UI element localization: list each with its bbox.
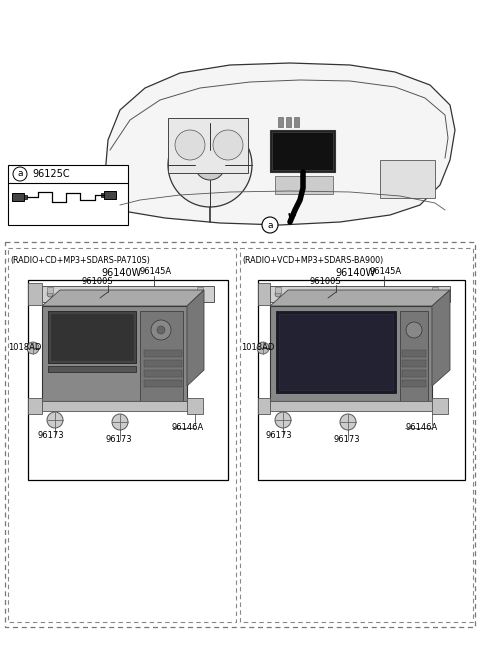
Bar <box>294 117 299 127</box>
Polygon shape <box>187 290 204 386</box>
Bar <box>258 398 270 414</box>
Bar <box>270 286 450 302</box>
Text: 96100S: 96100S <box>82 277 114 287</box>
Bar <box>144 350 182 357</box>
Bar <box>42 286 214 302</box>
Bar <box>286 117 291 127</box>
Polygon shape <box>270 290 450 306</box>
Bar <box>276 311 396 393</box>
Bar <box>400 311 428 401</box>
Bar <box>104 191 116 199</box>
Bar <box>187 398 203 414</box>
Bar <box>402 360 426 367</box>
Text: 96145A: 96145A <box>140 268 172 276</box>
Bar <box>144 370 182 377</box>
Bar <box>28 280 228 480</box>
Bar <box>24 195 27 199</box>
Circle shape <box>168 123 252 207</box>
Polygon shape <box>42 290 204 306</box>
Text: 96173: 96173 <box>38 430 65 440</box>
Circle shape <box>275 412 291 428</box>
Text: a: a <box>267 220 273 230</box>
Text: 96173: 96173 <box>265 430 292 440</box>
Text: 96146A: 96146A <box>405 424 437 432</box>
Bar <box>168 118 248 173</box>
Text: 1018AD: 1018AD <box>241 344 275 352</box>
Circle shape <box>262 217 278 233</box>
Bar <box>197 287 203 293</box>
Bar <box>402 350 426 357</box>
Bar <box>240 248 473 622</box>
Bar <box>270 306 432 401</box>
Bar <box>402 380 426 387</box>
Bar <box>101 193 104 197</box>
Text: 1018AD: 1018AD <box>8 344 41 352</box>
Bar <box>47 287 53 293</box>
Bar <box>51 314 133 360</box>
Bar <box>28 398 42 414</box>
Polygon shape <box>432 290 450 386</box>
Bar <box>144 360 182 367</box>
Bar <box>380 160 435 198</box>
Circle shape <box>213 130 243 160</box>
Circle shape <box>175 130 205 160</box>
Circle shape <box>151 320 171 340</box>
Bar <box>8 165 128 225</box>
Bar <box>12 193 24 201</box>
Bar <box>402 370 426 377</box>
Text: 96100S: 96100S <box>310 277 342 287</box>
Text: (RADIO+VCD+MP3+SDARS-BA900): (RADIO+VCD+MP3+SDARS-BA900) <box>242 256 383 265</box>
Bar <box>432 398 448 414</box>
Bar <box>432 287 438 293</box>
Bar <box>42 401 187 411</box>
Text: (RADIO+CD+MP3+SDARS-PA710S): (RADIO+CD+MP3+SDARS-PA710S) <box>10 256 150 265</box>
Bar <box>275 287 281 293</box>
Text: a: a <box>17 169 23 178</box>
Circle shape <box>433 291 439 297</box>
Circle shape <box>257 342 269 354</box>
Text: 96173: 96173 <box>333 436 360 445</box>
Bar <box>48 366 136 372</box>
Circle shape <box>157 326 165 334</box>
Circle shape <box>340 414 356 430</box>
Polygon shape <box>105 63 455 225</box>
Bar <box>272 132 333 170</box>
Bar <box>278 117 283 127</box>
Circle shape <box>112 414 128 430</box>
Bar <box>279 314 393 390</box>
Text: 96125C: 96125C <box>32 169 70 179</box>
Bar <box>8 248 236 622</box>
Circle shape <box>47 291 53 297</box>
Text: 96173: 96173 <box>105 436 132 445</box>
Bar <box>28 283 42 305</box>
Text: 96140W: 96140W <box>102 268 142 278</box>
Bar <box>5 242 475 627</box>
Bar <box>42 306 187 401</box>
Bar <box>48 311 136 363</box>
Circle shape <box>406 322 422 338</box>
Text: 96146A: 96146A <box>172 424 204 432</box>
Circle shape <box>13 167 27 181</box>
Bar <box>258 280 465 480</box>
Text: 96145A: 96145A <box>370 268 402 276</box>
Circle shape <box>27 342 39 354</box>
Circle shape <box>47 412 63 428</box>
Bar <box>275 176 333 194</box>
Bar <box>270 130 335 172</box>
Bar <box>144 380 182 387</box>
Bar <box>140 311 183 401</box>
Circle shape <box>197 291 203 297</box>
Bar <box>258 283 270 305</box>
Text: 96140W: 96140W <box>336 268 376 278</box>
Circle shape <box>275 291 281 297</box>
Circle shape <box>195 150 225 180</box>
Bar <box>270 401 432 411</box>
